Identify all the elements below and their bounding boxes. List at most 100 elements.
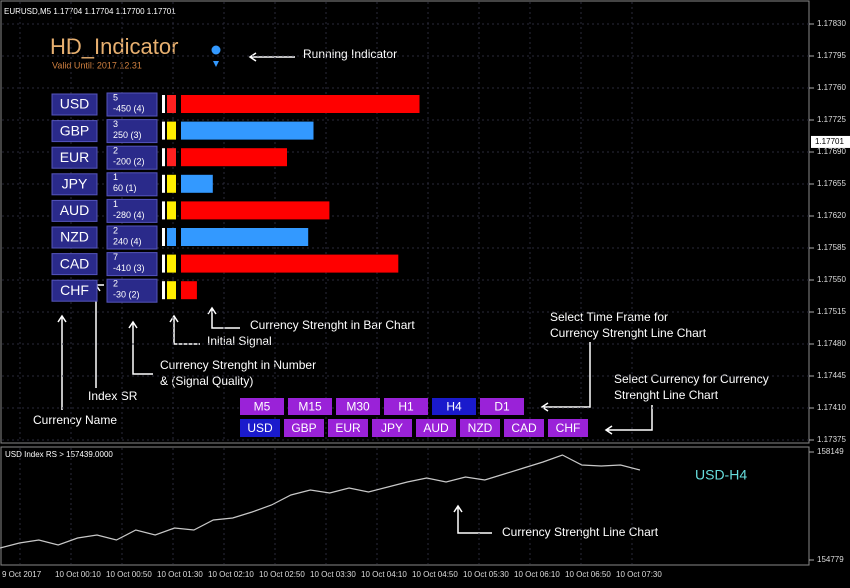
x-tick-label: 10 Oct 02:10 — [208, 570, 254, 579]
signal — [167, 148, 176, 167]
price-tick-label: 1.17445 — [817, 371, 846, 380]
signal — [167, 254, 176, 273]
button-label[interactable]: M15 — [298, 400, 322, 414]
price-tick-label: 1.17410 — [817, 403, 846, 412]
button[interactable] — [504, 419, 544, 437]
signal — [167, 201, 176, 220]
button[interactable] — [372, 419, 412, 437]
valid-until: Valid Until: 2017.12.31 — [52, 60, 142, 70]
button[interactable] — [432, 398, 476, 415]
button-label[interactable]: D1 — [494, 400, 510, 414]
x-tick-label: 10 Oct 04:50 — [412, 570, 458, 579]
button-label[interactable]: GBP — [291, 421, 316, 435]
signal — [167, 281, 176, 300]
button-label[interactable]: H4 — [446, 400, 462, 414]
arrow — [604, 405, 653, 435]
y-tick-label: 158149 — [817, 447, 844, 456]
strength-bar — [181, 254, 399, 273]
button-label[interactable]: H1 — [398, 400, 414, 414]
strength-label: -30 (2) — [113, 290, 140, 300]
x-tick-label: 10 Oct 06:50 — [565, 570, 611, 579]
annotation: Currency Strenght in Bar Chart — [250, 318, 415, 332]
arrow — [453, 504, 492, 534]
button[interactable] — [460, 419, 500, 437]
sub-pane — [0, 446, 810, 566]
annotation: Strenght Line Chart — [614, 388, 719, 402]
sr-box — [106, 92, 158, 117]
annotation: Currency Name — [33, 413, 117, 427]
x-tick-label: 10 Oct 04:10 — [361, 570, 407, 579]
x-tick-label: 10 Oct 07:30 — [616, 570, 662, 579]
index-sr: 5 — [113, 92, 118, 102]
price-tick-label: 1.17725 — [817, 115, 846, 124]
arrow — [540, 342, 591, 412]
arrow — [207, 306, 240, 329]
button[interactable] — [240, 398, 284, 415]
sr-box — [106, 145, 158, 170]
currency-box — [51, 253, 98, 276]
strength-label: 240 (4) — [113, 236, 142, 246]
button[interactable] — [284, 419, 324, 437]
index-sr: 3 — [113, 119, 118, 129]
button-label[interactable]: CAD — [511, 421, 537, 435]
strength-bar — [181, 281, 197, 300]
button[interactable] — [480, 398, 524, 415]
currency-name: NZD — [60, 229, 89, 245]
signal-marker — [162, 281, 165, 300]
annotation: & (Signal Quality) — [160, 374, 253, 388]
index-sr: 1 — [113, 172, 118, 182]
button[interactable] — [328, 419, 368, 437]
x-tick-label: 10 Oct 02:50 — [259, 570, 305, 579]
strength-bar — [181, 95, 420, 113]
x-tick-label: 10 Oct 00:50 — [106, 570, 152, 579]
strength-label: -280 (4) — [113, 210, 145, 220]
price-tick-label: 1.17795 — [817, 51, 846, 60]
button[interactable] — [336, 398, 380, 415]
button-label[interactable]: AUD — [423, 421, 449, 435]
currency-name: AUD — [60, 202, 90, 218]
button-label[interactable]: EUR — [335, 421, 361, 435]
signal — [167, 121, 176, 140]
signal-marker — [162, 228, 165, 246]
button[interactable] — [384, 398, 428, 415]
button-label[interactable]: JPY — [381, 421, 403, 435]
strength-label: -200 (2) — [113, 157, 145, 167]
index-sr: 2 — [113, 279, 118, 289]
index-sr: 7 — [113, 252, 118, 262]
annotation: Currency Strenght Line Chart — [502, 525, 659, 539]
currency-box — [51, 199, 98, 222]
currency-box — [51, 93, 98, 116]
annotations: Running Indicator Currency Strenght in B… — [33, 47, 769, 539]
button-label[interactable]: NZD — [468, 421, 493, 435]
button-label[interactable]: M5 — [254, 400, 271, 414]
annotation: Select Currency for Currency — [614, 372, 769, 386]
price-tick-label: 1.17585 — [817, 243, 846, 252]
annotation: Initial Signal — [207, 334, 272, 348]
signal-marker — [162, 121, 165, 140]
index-sr: 1 — [113, 199, 118, 209]
button[interactable] — [240, 419, 280, 437]
x-tick-label: 10 Oct 03:30 — [310, 570, 356, 579]
x-tick-label: 10 Oct 01:30 — [157, 570, 203, 579]
running-dot — [211, 45, 221, 55]
arrow — [128, 320, 153, 375]
button[interactable] — [416, 419, 456, 437]
currency-name: JPY — [62, 176, 88, 192]
index-sr: 2 — [113, 146, 118, 156]
price-tick-label: 1.17690 — [817, 147, 846, 156]
currency-box — [51, 120, 98, 143]
currency-box — [51, 226, 98, 249]
button[interactable] — [548, 419, 588, 437]
currency-name: EUR — [60, 149, 90, 165]
button-label[interactable]: M30 — [346, 400, 370, 414]
sr-box — [106, 225, 158, 250]
button[interactable] — [288, 398, 332, 415]
strength-label: -450 (4) — [113, 103, 145, 113]
button-label[interactable]: USD — [247, 421, 273, 435]
signal-marker — [162, 201, 165, 220]
annotation: Currency Strenght in Number — [160, 358, 316, 372]
sr-box — [106, 172, 158, 197]
strength-label: 60 (1) — [113, 183, 137, 193]
x-tick-label: 10 Oct 06:10 — [514, 570, 560, 579]
button-label[interactable]: CHF — [556, 421, 581, 435]
